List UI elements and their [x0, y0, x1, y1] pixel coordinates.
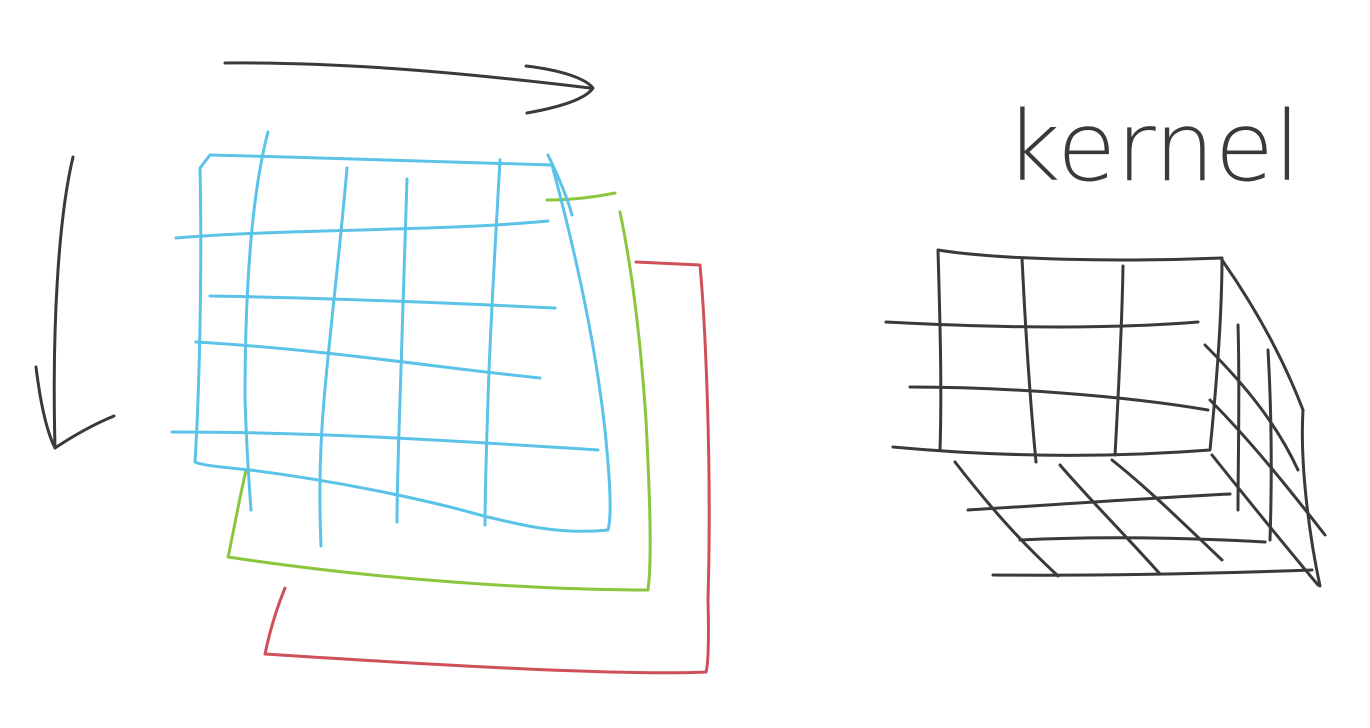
kernel-label: kernel	[1005, 91, 1301, 203]
input-layer-front	[170, 130, 612, 548]
input-layer-back	[263, 260, 711, 675]
kernel-cube	[884, 248, 1327, 588]
arrow-down-icon	[34, 155, 116, 450]
svg-text:kernel: kernel	[1005, 91, 1301, 203]
arrow-right-icon	[223, 61, 595, 115]
input-layer-middle	[226, 191, 652, 592]
